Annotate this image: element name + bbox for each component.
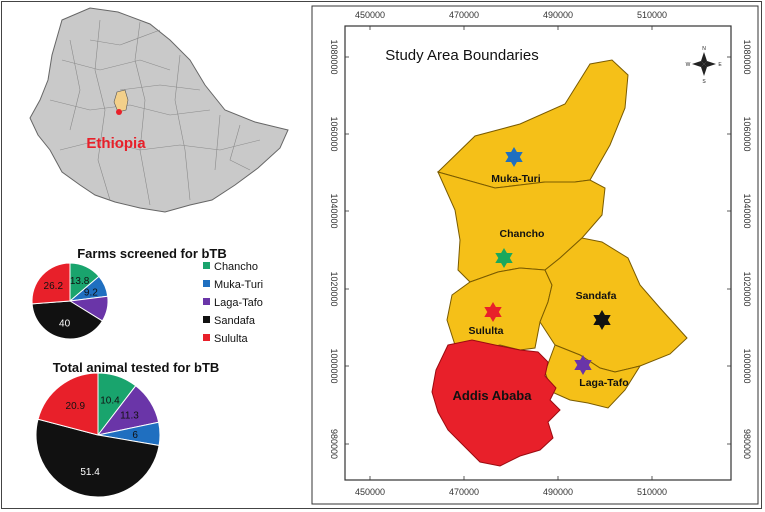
y-tick-label-right: 1000000 bbox=[742, 348, 752, 383]
ethiopia-outline bbox=[29, 7, 289, 213]
legend-swatch-chancho bbox=[203, 262, 210, 269]
star-icon-sululta bbox=[484, 302, 502, 322]
addis-ababa-dot bbox=[116, 109, 122, 115]
pie-data-label: 13.8 bbox=[70, 276, 90, 287]
legend-swatch-muka-turi bbox=[203, 280, 210, 287]
y-tick-label-right: 1060000 bbox=[742, 116, 752, 151]
star-icon-chancho bbox=[495, 248, 513, 268]
pie-slice-sandafa bbox=[35, 418, 160, 498]
x-tick-label-bottom: 490000 bbox=[543, 487, 573, 497]
farms-screened-pie: 13.89.2 40 26.2 bbox=[31, 262, 109, 340]
study-area-map: Muka-Turi Chancho Sululta Sandafa Laga-T… bbox=[311, 5, 759, 505]
farms-chart-title: Farms screened for bTB bbox=[77, 246, 227, 261]
pie-data-label: 20.9 bbox=[66, 401, 86, 412]
animals-tested-pie: 10.411.3 6 51.4 20.9 bbox=[35, 372, 161, 498]
y-tick-label-left: 1080000 bbox=[329, 39, 339, 74]
x-tick-label-top: 490000 bbox=[543, 10, 573, 20]
district-sandafa bbox=[539, 237, 688, 373]
y-tick-label-left: 980000 bbox=[329, 429, 339, 459]
legend-label-laga-tafo: Laga-Tafo bbox=[214, 297, 263, 309]
north-label: N bbox=[702, 46, 706, 52]
x-tick-label-bottom: 510000 bbox=[637, 487, 667, 497]
west-label: W bbox=[686, 62, 691, 68]
y-tick-label-right: 1080000 bbox=[742, 39, 752, 74]
ethiopia-label: Ethiopia bbox=[86, 135, 146, 152]
district-addis-ababa bbox=[431, 339, 561, 467]
animals-chart-title: Total animal tested for bTB bbox=[53, 360, 220, 375]
pie-slice-sandafa bbox=[31, 300, 104, 340]
legend-swatch-sandafa bbox=[203, 316, 210, 323]
legend-label-sululta: Sululta bbox=[214, 333, 249, 345]
pie-slice-sululta bbox=[31, 262, 71, 305]
pie-data-label: 6 bbox=[132, 430, 138, 441]
legend-label-sandafa: Sandafa bbox=[214, 315, 256, 327]
legend-label-muka-turi: Muka-Turi bbox=[214, 279, 263, 291]
label-laga-tafo: Laga-Tafo bbox=[579, 377, 628, 389]
y-tick-label-left: 1040000 bbox=[329, 193, 339, 228]
y-tick-label-right: 1020000 bbox=[742, 271, 752, 306]
x-tick-label-top: 510000 bbox=[637, 10, 667, 20]
pie-data-label: 10.4 bbox=[100, 395, 120, 406]
pie-slice-sululta bbox=[37, 372, 99, 436]
y-tick-label-right: 1040000 bbox=[742, 193, 752, 228]
label-sululta: Sululta bbox=[468, 325, 503, 337]
x-tick-label-bottom: 450000 bbox=[355, 487, 385, 497]
x-tick-label-bottom: 470000 bbox=[449, 487, 479, 497]
x-axis-ticks: 450000 450000 470000 470000 490000 490000 5100… bbox=[355, 10, 667, 497]
star-icon-laga-tafo bbox=[574, 355, 592, 375]
pie-data-label: 11.3 bbox=[120, 411, 139, 422]
pie-data-label: 9.2 bbox=[84, 287, 98, 298]
star-icon-sandafa bbox=[593, 310, 611, 330]
label-addis-ababa: Addis Ababa bbox=[453, 388, 533, 403]
star-icon-muka-turi bbox=[505, 147, 523, 167]
y-tick-label-right: 980000 bbox=[742, 429, 752, 459]
y-tick-label-left: 1060000 bbox=[329, 116, 339, 151]
legend-swatch-laga-tafo bbox=[203, 298, 210, 305]
label-chancho: Chancho bbox=[500, 228, 545, 240]
pie-data-label: 51.4 bbox=[80, 467, 100, 478]
x-tick-label-top: 470000 bbox=[449, 10, 479, 20]
north-arrow-icon: N S E W bbox=[686, 46, 723, 85]
pie-data-label: 26.2 bbox=[44, 281, 64, 292]
y-axis-ticks: 1080000 1080000 1060000 1060000 1040000 10400… bbox=[329, 39, 752, 459]
east-label: E bbox=[718, 62, 722, 68]
x-tick-label-top: 450000 bbox=[355, 10, 385, 20]
south-label: S bbox=[702, 79, 706, 85]
pie-data-label: 40 bbox=[59, 319, 71, 330]
y-tick-label-left: 1000000 bbox=[329, 348, 339, 383]
y-tick-label-left: 1020000 bbox=[329, 271, 339, 306]
label-muka-turi: Muka-Turi bbox=[491, 173, 540, 185]
district-markers bbox=[484, 147, 611, 375]
study-area-highlight bbox=[113, 89, 129, 113]
ethiopia-inset-map: Ethiopia bbox=[29, 7, 289, 213]
pie-legend: Chancho Muka-Turi Laga-Tafo Sandafa Sululta bbox=[203, 261, 263, 345]
map-title: Study Area Boundaries bbox=[385, 47, 538, 64]
legend-label-chancho: Chancho bbox=[214, 261, 258, 273]
legend-swatch-sululta bbox=[203, 334, 210, 341]
region-borders bbox=[49, 19, 261, 206]
label-sandafa: Sandafa bbox=[576, 290, 617, 302]
